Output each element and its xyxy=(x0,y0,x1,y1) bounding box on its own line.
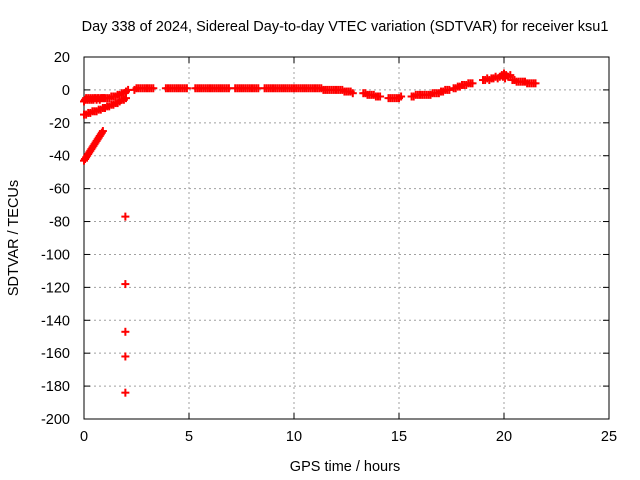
y-tick-label: -120 xyxy=(41,280,70,296)
x-tick-label: 25 xyxy=(601,429,617,445)
data-point xyxy=(506,71,515,80)
y-tick-label: -40 xyxy=(49,149,70,165)
x-tick-label: 20 xyxy=(496,429,512,445)
y-tick-label: -160 xyxy=(41,346,70,362)
y-tick-label: -20 xyxy=(49,116,70,132)
x-tick-label: 5 xyxy=(185,429,193,445)
chart-title: Day 338 of 2024, Sidereal Day-to-day VTE… xyxy=(82,19,609,35)
data-points xyxy=(80,69,540,397)
data-point xyxy=(97,128,106,137)
data-point xyxy=(121,352,130,361)
data-point xyxy=(445,85,454,94)
data-point xyxy=(397,92,406,101)
y-tick-label: -60 xyxy=(49,182,70,198)
plot-frame xyxy=(83,56,610,420)
axis-tick-labels: 0 5 10 15 20 25 20 0 -20 -40 -60 -80 -100 -120 -140 -16… xyxy=(41,50,617,445)
data-point xyxy=(182,84,191,93)
y-tick-label: -140 xyxy=(41,313,70,329)
x-tick-label: 15 xyxy=(391,429,407,445)
y-tick-label: -180 xyxy=(41,379,70,395)
x-tick-label: 10 xyxy=(286,429,302,445)
y-axis-label: SDTVAR / TECUs xyxy=(6,180,22,296)
y-tick-label: -80 xyxy=(49,215,70,231)
axis-ticks xyxy=(83,56,610,420)
data-point xyxy=(122,94,130,103)
data-point xyxy=(501,74,510,83)
y-tick-label: 0 xyxy=(62,83,70,99)
grid xyxy=(84,57,609,419)
data-point xyxy=(468,79,477,88)
x-tick-label: 0 xyxy=(80,429,88,445)
data-point xyxy=(121,280,130,289)
data-point xyxy=(376,92,385,101)
data-point xyxy=(348,89,357,98)
data-point xyxy=(121,212,130,221)
data-point xyxy=(121,327,130,336)
y-tick-label: -200 xyxy=(41,412,70,428)
data-point xyxy=(98,127,107,136)
y-tick-label: -100 xyxy=(41,247,70,263)
y-tick-label: 20 xyxy=(54,50,70,66)
x-axis-label: GPS time / hours xyxy=(290,459,400,475)
data-point xyxy=(121,388,130,397)
data-point xyxy=(531,79,540,88)
data-point xyxy=(149,84,158,93)
